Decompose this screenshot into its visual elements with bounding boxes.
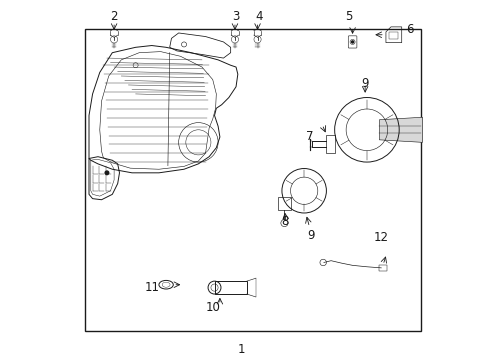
Text: 8: 8: [281, 215, 288, 228]
Text: 2: 2: [110, 10, 118, 23]
Text: 5: 5: [345, 10, 353, 23]
Text: 11: 11: [144, 281, 159, 294]
Circle shape: [351, 41, 354, 43]
Text: 9: 9: [308, 229, 315, 242]
Polygon shape: [379, 117, 422, 142]
Bar: [278, 197, 291, 210]
Bar: [85, 30, 421, 330]
Text: 4: 4: [256, 10, 263, 23]
Bar: [215, 281, 247, 294]
Text: 3: 3: [232, 10, 240, 23]
Text: 9: 9: [362, 77, 369, 90]
Text: 1: 1: [238, 343, 245, 356]
Bar: [379, 265, 388, 271]
Bar: [326, 135, 335, 153]
Text: 12: 12: [374, 231, 389, 244]
Circle shape: [105, 171, 109, 175]
Text: 6: 6: [406, 23, 414, 36]
Text: 7: 7: [306, 130, 313, 144]
Text: 10: 10: [205, 301, 220, 314]
Bar: [389, 32, 398, 40]
